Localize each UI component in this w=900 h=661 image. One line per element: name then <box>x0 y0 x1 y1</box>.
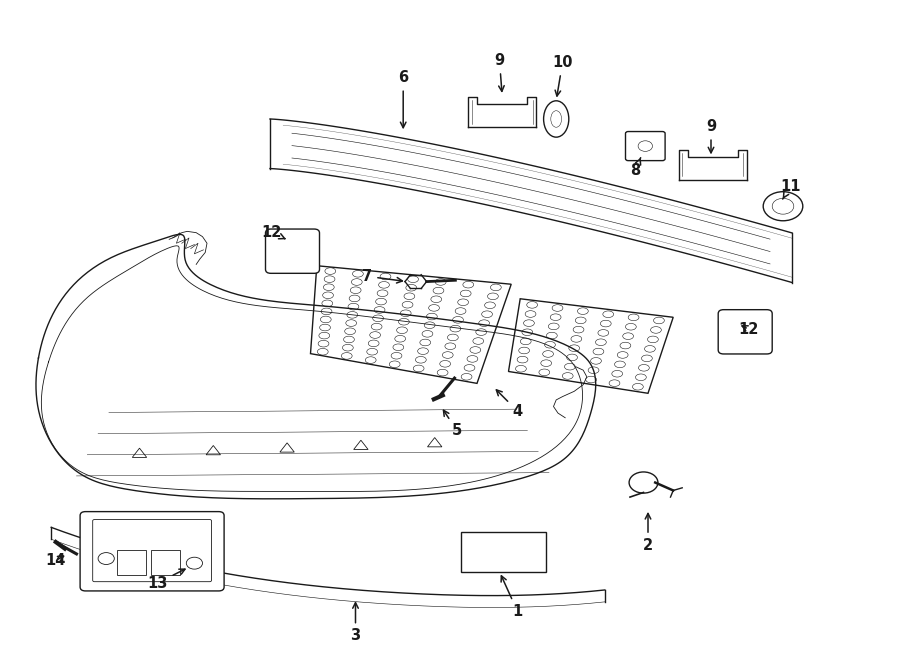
FancyBboxPatch shape <box>266 229 320 274</box>
FancyBboxPatch shape <box>626 132 665 161</box>
Text: 13: 13 <box>148 569 185 590</box>
FancyBboxPatch shape <box>718 309 772 354</box>
FancyBboxPatch shape <box>93 520 212 582</box>
Text: 4: 4 <box>497 390 523 418</box>
Text: 9: 9 <box>494 54 505 91</box>
Bar <box>461 532 546 572</box>
Text: 14: 14 <box>46 553 66 568</box>
Text: 12: 12 <box>262 225 285 240</box>
Text: 8: 8 <box>630 158 641 178</box>
Text: 3: 3 <box>350 603 361 643</box>
Text: 9: 9 <box>706 120 716 153</box>
FancyBboxPatch shape <box>80 512 224 591</box>
Text: 5: 5 <box>444 410 463 438</box>
Text: 12: 12 <box>739 322 759 336</box>
Text: 6: 6 <box>398 71 409 128</box>
Text: 2: 2 <box>643 514 653 553</box>
Text: 1: 1 <box>501 576 523 619</box>
Bar <box>151 550 180 575</box>
Text: 11: 11 <box>780 179 800 199</box>
Text: 7: 7 <box>362 269 402 284</box>
Bar <box>117 550 146 575</box>
Text: 10: 10 <box>553 56 572 96</box>
